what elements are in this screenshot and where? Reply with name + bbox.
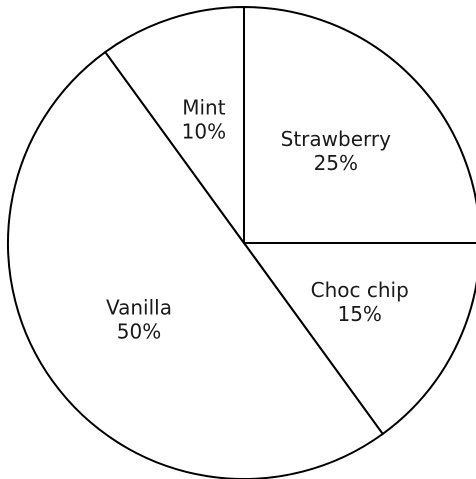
pie-slice-mint [103,5,245,247]
slice-label-mint: Mint [182,96,225,120]
slice-percent-mint: 10% [182,120,226,144]
slice-percent-choc-chip: 15% [337,302,381,326]
pie-slice-vanilla [7,50,385,479]
slice-label-strawberry: Strawberry [281,127,391,151]
pie-slice-strawberry [243,5,476,244]
slice-percent-vanilla: 50% [117,319,161,343]
slice-percent-strawberry: 25% [314,151,358,175]
slice-label-choc-chip: Choc chip [311,278,409,302]
pie-slice-choc-chip [242,242,476,436]
pie-slices [7,5,476,479]
slice-label-vanilla: Vanilla [106,295,172,319]
